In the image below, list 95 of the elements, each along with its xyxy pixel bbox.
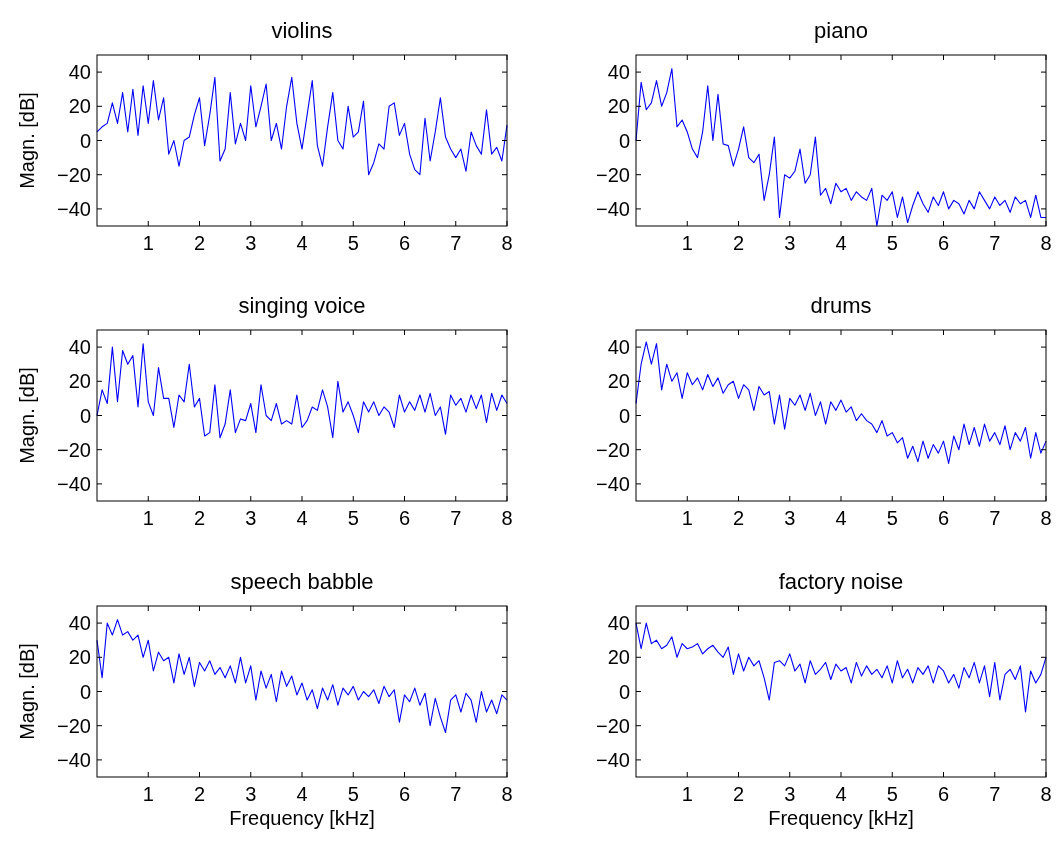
chart-title: speech babble <box>230 569 374 594</box>
y-tick-label: 40 <box>607 612 630 635</box>
chart-title: factory noise <box>778 569 904 594</box>
x-tick-label: 1 <box>681 783 693 805</box>
x-tick-label: 2 <box>193 232 206 254</box>
y-tick-label: 20 <box>68 646 91 669</box>
x-tick-label: 3 <box>245 507 257 529</box>
y-tick-label: 20 <box>607 95 630 118</box>
x-tick-label: 4 <box>296 232 308 254</box>
y-tick-label: −40 <box>596 472 630 495</box>
y-tick-label: −40 <box>57 197 91 220</box>
y-tick-label: 0 <box>618 129 630 152</box>
y-tick-label: 0 <box>618 404 630 427</box>
x-tick-label: 8 <box>1040 232 1052 254</box>
y-tick-label: −20 <box>596 714 630 737</box>
x-tick-label: 5 <box>886 783 898 805</box>
y-tick-label: −40 <box>57 748 91 771</box>
x-tick-label: 1 <box>681 507 693 529</box>
x-tick-label: 1 <box>142 232 154 254</box>
x-tick-label: 8 <box>501 783 513 805</box>
x-tick-label: 2 <box>732 232 745 254</box>
y-tick-label: 20 <box>68 95 91 118</box>
x-tick-label: 4 <box>835 507 847 529</box>
x-tick-label: 3 <box>784 507 796 529</box>
x-tick-label: 1 <box>142 783 154 805</box>
y-tick-label: −20 <box>57 438 91 461</box>
x-tick-label: 2 <box>193 783 206 805</box>
x-tick-label: 3 <box>784 232 796 254</box>
y-tick-label: −20 <box>596 438 630 461</box>
y-tick-label: 0 <box>79 680 91 703</box>
y-tick-label: −40 <box>596 748 630 771</box>
line-series <box>96 619 508 734</box>
x-axis-title: Frequency [kHz] <box>768 807 914 829</box>
y-tick-label: 0 <box>79 129 91 152</box>
y-tick-label: 40 <box>68 336 91 359</box>
x-tick-label: 6 <box>937 783 950 805</box>
x-tick-label: 5 <box>886 507 898 529</box>
chart-title: violins <box>271 18 333 43</box>
line-series <box>635 68 1047 227</box>
x-tick-label: 4 <box>835 783 847 805</box>
chart-title: piano <box>814 18 868 43</box>
y-tick-label: −20 <box>596 163 630 186</box>
x-tick-label: 5 <box>347 783 359 805</box>
x-tick-label: 4 <box>835 232 847 254</box>
y-tick-label: 40 <box>68 612 91 635</box>
y-tick-label: 40 <box>607 61 630 84</box>
x-tick-label: 8 <box>501 232 513 254</box>
x-tick-label: 1 <box>681 232 693 254</box>
x-tick-label: 3 <box>245 232 257 254</box>
y-tick-label: 20 <box>607 370 630 393</box>
x-tick-label: 6 <box>398 507 411 529</box>
x-tick-label: 7 <box>989 783 1001 805</box>
x-tick-label: 3 <box>245 783 257 805</box>
x-tick-label: 7 <box>450 507 462 529</box>
y-tick-label: 0 <box>618 680 630 703</box>
line-series <box>96 343 508 439</box>
line-series <box>635 341 1047 464</box>
y-tick-label: 40 <box>68 61 91 84</box>
x-tick-label: 6 <box>398 232 411 254</box>
x-tick-label: 1 <box>142 507 154 529</box>
x-tick-label: 7 <box>989 507 1001 529</box>
x-tick-label: 5 <box>886 232 898 254</box>
chart-title: drums <box>810 293 872 318</box>
x-axis-title: Frequency [kHz] <box>229 807 375 829</box>
y-axis-title: Magn. [dB] <box>16 92 38 189</box>
y-tick-label: 40 <box>607 336 630 359</box>
y-tick-label: 0 <box>79 404 91 427</box>
x-tick-label: 3 <box>784 783 796 805</box>
y-tick-label: 20 <box>607 646 630 669</box>
x-tick-label: 2 <box>193 507 206 529</box>
x-tick-label: 7 <box>450 783 462 805</box>
x-tick-label: 5 <box>347 232 359 254</box>
x-tick-label: 2 <box>732 507 745 529</box>
y-axis-title: Magn. [dB] <box>16 643 38 740</box>
x-tick-label: 8 <box>1040 783 1052 805</box>
y-tick-label: 20 <box>68 370 91 393</box>
x-tick-label: 7 <box>989 232 1001 254</box>
x-tick-label: 6 <box>937 232 950 254</box>
x-tick-label: 2 <box>732 783 745 805</box>
y-tick-label: −40 <box>596 197 630 220</box>
x-tick-label: 7 <box>450 232 462 254</box>
line-series <box>635 622 1047 713</box>
y-tick-label: −20 <box>57 714 91 737</box>
x-tick-label: 4 <box>296 783 308 805</box>
chart-title: singing voice <box>238 293 366 318</box>
y-tick-label: −40 <box>57 472 91 495</box>
x-tick-label: 8 <box>1040 507 1052 529</box>
x-tick-label: 6 <box>937 507 950 529</box>
y-axis-title: Magn. [dB] <box>16 367 38 464</box>
y-tick-label: −20 <box>57 163 91 186</box>
line-series <box>96 76 508 176</box>
x-tick-label: 5 <box>347 507 359 529</box>
x-tick-label: 8 <box>501 507 513 529</box>
x-tick-label: 4 <box>296 507 308 529</box>
x-tick-label: 6 <box>398 783 411 805</box>
